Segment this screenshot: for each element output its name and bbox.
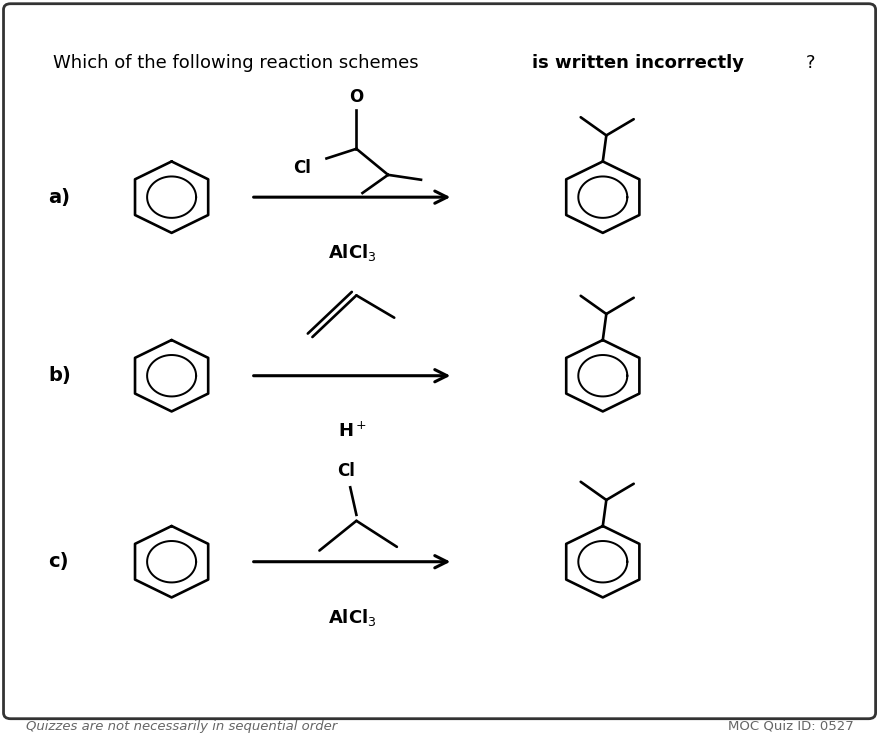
Text: Cl: Cl	[293, 159, 311, 177]
Text: a): a)	[48, 187, 70, 207]
Text: MOC Quiz ID: 0527: MOC Quiz ID: 0527	[728, 719, 854, 733]
Text: is written incorrectly: is written incorrectly	[532, 54, 744, 72]
Text: b): b)	[48, 366, 71, 385]
Text: O: O	[349, 89, 363, 106]
Text: AlCl$_3$: AlCl$_3$	[327, 243, 377, 263]
Text: Which of the following reaction schemes: Which of the following reaction schemes	[53, 54, 424, 72]
Text: AlCl$_3$: AlCl$_3$	[327, 607, 377, 628]
Text: c): c)	[48, 552, 69, 571]
Text: Cl: Cl	[337, 462, 355, 480]
Text: Quizzes are not necessarily in sequential order: Quizzes are not necessarily in sequentia…	[26, 719, 338, 733]
Text: H$^+$: H$^+$	[338, 422, 366, 441]
FancyBboxPatch shape	[4, 4, 876, 719]
Text: ?: ?	[805, 54, 815, 72]
